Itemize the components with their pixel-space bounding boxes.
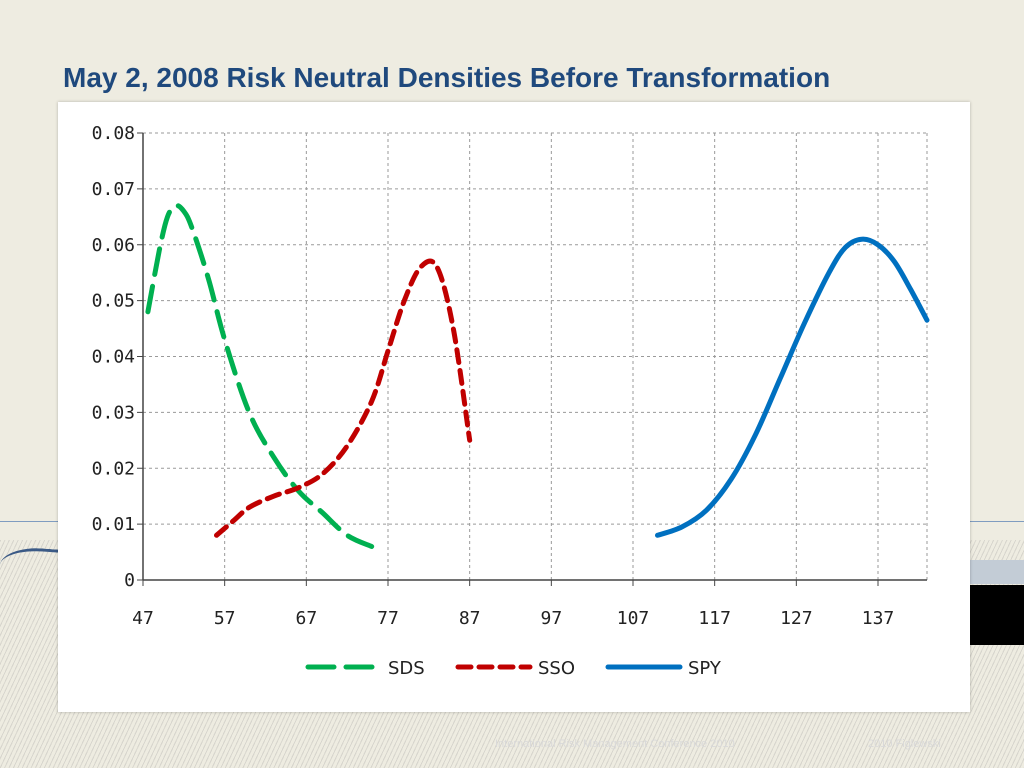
x-tick-label: 117	[698, 608, 731, 629]
y-tick-label: 0.08	[92, 123, 135, 144]
x-tick-label: 107	[617, 608, 650, 629]
background-gray-block	[968, 560, 1024, 584]
chart-container: 0 0.01 0.02 0.03 0.04 0.05 0.06 0.07 0.08 47 57 67 7…	[58, 102, 970, 712]
y-tick-label: 0	[124, 570, 135, 591]
series-line-spy	[655, 236, 930, 538]
density-chart: 0 0.01 0.02 0.03 0.04 0.05 0.06 0.07 0.08 47 57 67 7…	[92, 123, 930, 679]
y-tick-label: 0.02	[92, 458, 135, 479]
legend-label-spy: SPY	[688, 658, 722, 679]
x-tick-label: 67	[295, 608, 317, 629]
y-tick-label: 0.07	[92, 179, 135, 200]
series-line-sds	[145, 202, 375, 549]
y-tick-label: 0.03	[92, 402, 135, 423]
x-tick-label: 137	[862, 608, 895, 629]
x-tick-label: 97	[540, 608, 562, 629]
footer-conference: International Risk Management Conference…	[495, 738, 735, 750]
x-tick-label: 57	[214, 608, 236, 629]
x-tick-label: 87	[459, 608, 481, 629]
footer-author: 2010 Figlewski	[868, 738, 941, 750]
y-tick-label: 0.04	[92, 347, 135, 368]
legend-label-sso: SSO	[538, 658, 575, 679]
y-tick-label: 0.01	[92, 514, 135, 535]
x-tick-label: 47	[132, 608, 154, 629]
y-tick-label: 0.06	[92, 235, 135, 256]
legend-label-sds: SDS	[388, 658, 425, 679]
slide-title: May 2, 2008 Risk Neutral Densities Befor…	[63, 62, 831, 93]
series-line-sso	[214, 258, 473, 538]
x-tick-label: 77	[377, 608, 399, 629]
y-tick-label: 0.05	[92, 291, 135, 312]
x-tick-label: 127	[780, 608, 813, 629]
